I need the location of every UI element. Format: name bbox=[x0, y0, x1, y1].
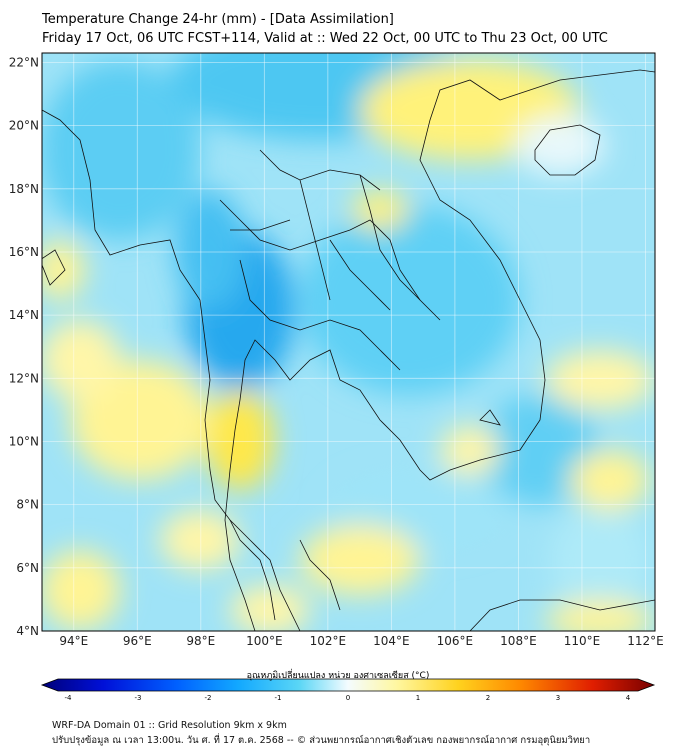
lon-label: 98°E bbox=[186, 634, 215, 648]
lat-label: 4°N bbox=[16, 624, 39, 638]
lon-label: 102°E bbox=[310, 634, 347, 648]
map-title: Temperature Change 24-hr (mm) - [Data As… bbox=[42, 12, 394, 27]
colorbar-tick-label: -3 bbox=[135, 694, 142, 702]
colorbar-tick-label: 2 bbox=[486, 694, 490, 702]
colorbar-tick-label: -2 bbox=[205, 694, 212, 702]
colorbar-tick-label: 3 bbox=[556, 694, 560, 702]
colorbar-tick-label: 0 bbox=[346, 694, 350, 702]
colorbar-title: อุณหภูมิเปลี่ยนแปลง หน่วย องศาเซลเซียส (… bbox=[246, 671, 430, 681]
lat-label: 10°N bbox=[9, 434, 39, 448]
graticule bbox=[42, 53, 655, 632]
lat-label: 22°N bbox=[9, 55, 39, 69]
temperature-field bbox=[42, 53, 655, 631]
lon-label: 100°E bbox=[246, 634, 283, 648]
latitude-labels: 22°N 20°N 18°N 16°N 14°N 12°N 10°N 8°N 6°N 4°N bbox=[9, 55, 39, 638]
lon-label: 112°E bbox=[627, 634, 664, 648]
lon-label: 110°E bbox=[564, 634, 601, 648]
longitude-labels: 94°E 96°E 98°E 100°E 102°E 104°E 106°E 108°E 110… bbox=[59, 634, 663, 648]
colorbar-tick-label: -4 bbox=[65, 694, 73, 702]
lat-label: 6°N bbox=[16, 561, 39, 575]
colorbar-tick-label: -1 bbox=[275, 694, 282, 702]
lon-label: 106°E bbox=[437, 634, 474, 648]
lat-label: 16°N bbox=[9, 245, 39, 259]
colorbar-ticks: -4 -3 -2 -1 0 1 2 3 4 bbox=[65, 694, 631, 702]
lat-label: 20°N bbox=[9, 119, 39, 133]
map-subtitle: Friday 17 Oct, 06 UTC FCST+114, Valid at… bbox=[42, 31, 608, 46]
lon-label: 108°E bbox=[500, 634, 537, 648]
colorbar-tick-label: 1 bbox=[416, 694, 420, 702]
lat-label: 14°N bbox=[9, 308, 39, 322]
footer-domain-info: WRF-DA Domain 01 :: Grid Resolution 9km … bbox=[52, 720, 287, 731]
map-frame bbox=[41, 52, 656, 632]
lat-label: 12°N bbox=[9, 371, 39, 385]
lon-label: 96°E bbox=[123, 634, 152, 648]
coastlines-borders bbox=[42, 69, 655, 631]
lat-label: 18°N bbox=[9, 182, 39, 196]
colorbar-tick-label: 4 bbox=[626, 694, 631, 702]
lon-label: 94°E bbox=[59, 634, 88, 648]
lat-label: 8°N bbox=[16, 498, 39, 512]
lon-label: 104°E bbox=[373, 634, 410, 648]
footer-credit: ปรับปรุงข้อมูล ณ เวลา 13:00น. วัน ศ. ที่… bbox=[52, 735, 591, 746]
colorbar: -4 -3 -2 -1 0 1 2 3 4 bbox=[40, 678, 656, 702]
colorbar-ramp bbox=[40, 678, 656, 692]
